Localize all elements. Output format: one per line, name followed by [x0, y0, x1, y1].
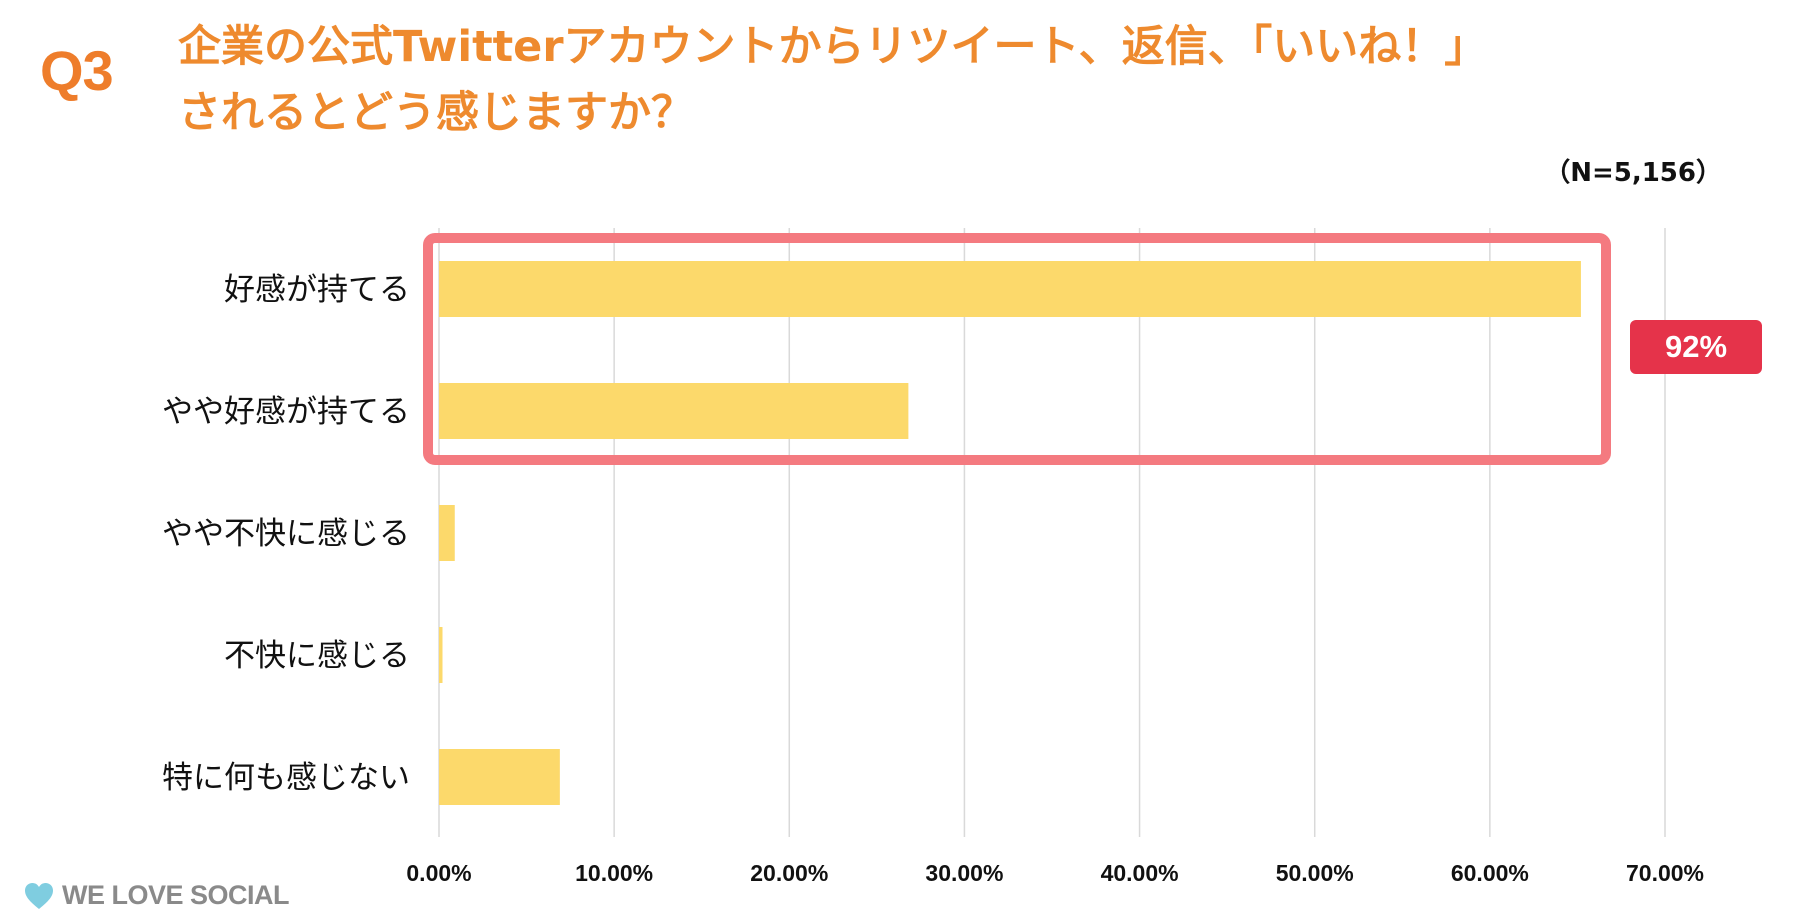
- category-label: やや不快に感じる: [162, 516, 410, 552]
- highlight-badge: 92%: [1630, 320, 1762, 374]
- highlight-box: [423, 233, 1611, 465]
- brand-logo: WE LOVE SOCIAL: [24, 880, 290, 911]
- question-title: 企業の公式Twitterアカウントからリツイート、返信、「いいね！」 されるとど…: [178, 14, 1738, 146]
- category-label: 特に何も感じない: [162, 760, 410, 796]
- tick-label: 20.00%: [750, 860, 828, 886]
- tick-label: 40.00%: [1101, 860, 1179, 886]
- category-label: 好感が持てる: [224, 272, 410, 308]
- category-label: やや好感が持てる: [162, 394, 410, 430]
- tick-label: 60.00%: [1451, 860, 1529, 886]
- bar: [439, 261, 1581, 317]
- tick-label: 30.00%: [925, 860, 1003, 886]
- tick-label: 0.00%: [406, 860, 471, 886]
- question-line-2: されるとどう感じますか？: [178, 88, 694, 138]
- bar: [439, 749, 560, 805]
- question-line-1: 企業の公式Twitterアカウントからリツイート、返信、「いいね！」: [178, 22, 1488, 72]
- bar: [439, 505, 455, 561]
- tick-label: 70.00%: [1626, 860, 1704, 886]
- heart-icon: [25, 882, 53, 909]
- bar: [439, 383, 909, 439]
- tick-label: 10.00%: [575, 860, 653, 886]
- tick-label: 50.00%: [1276, 860, 1354, 886]
- question-number: Q3: [40, 39, 114, 102]
- category-label: 不快に感じる: [224, 638, 410, 674]
- logo-text: WE LOVE SOCIAL: [62, 880, 290, 910]
- bar: [439, 627, 443, 683]
- sample-size: （N=5,156）: [1544, 158, 1722, 188]
